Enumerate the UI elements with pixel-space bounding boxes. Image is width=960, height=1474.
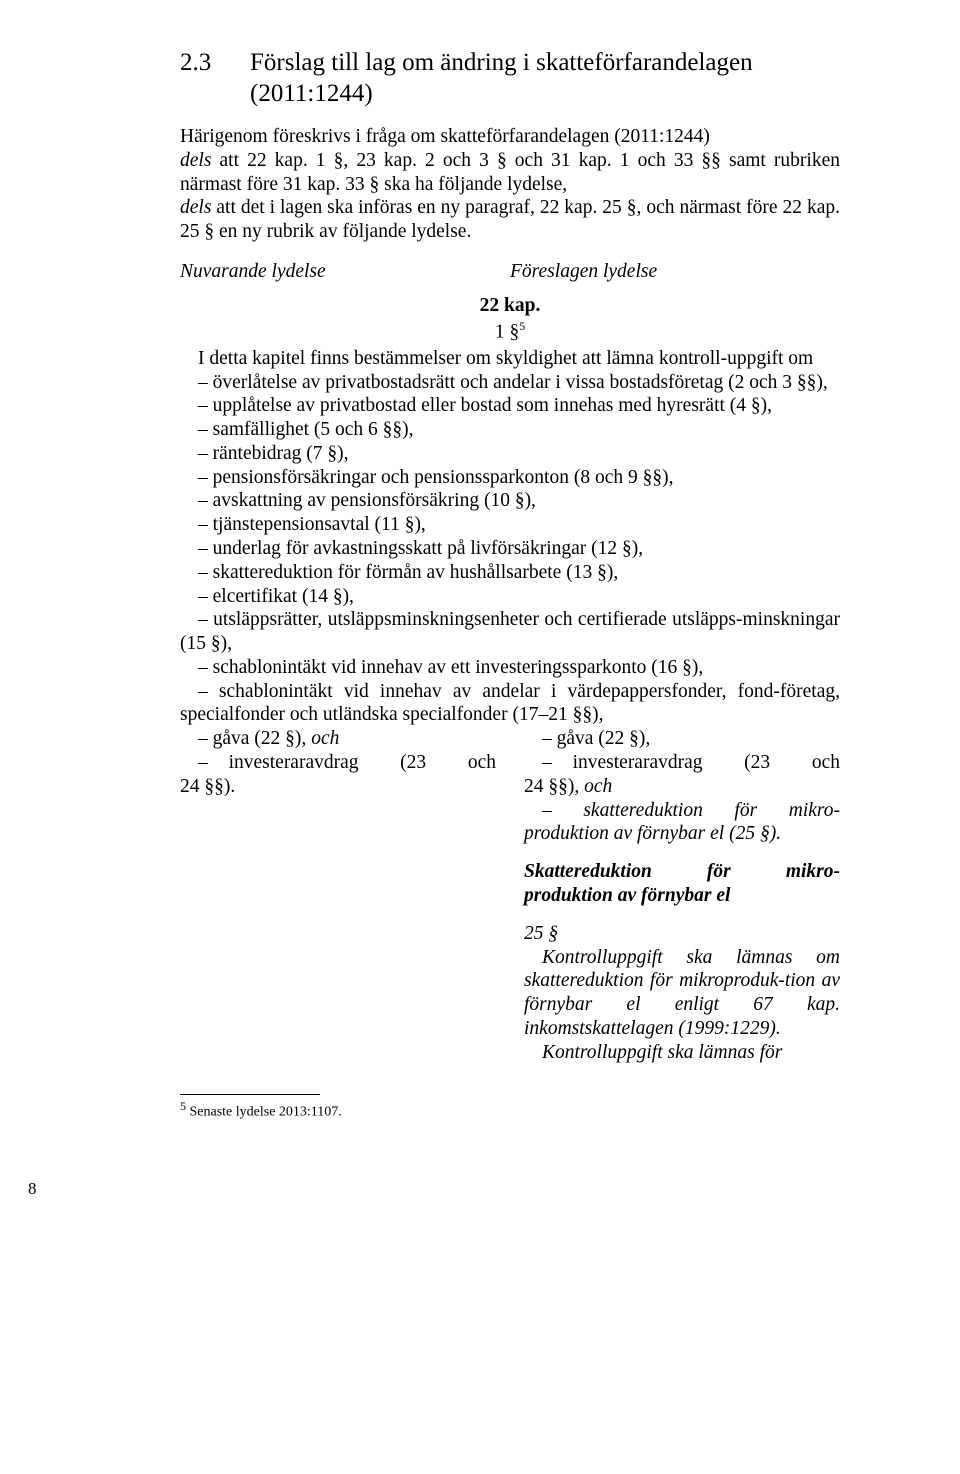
body-line: I detta kapitel finns bestämmelser om sk… [180, 347, 840, 371]
document-page: 2.3 Förslag till lag om ändring i skatte… [0, 0, 960, 1161]
right-heading: Skattereduktion för mikro- [524, 860, 840, 884]
section-title: 2.3 Förslag till lag om ändring i skatte… [180, 48, 840, 109]
paragraph-number: 1 §5 [180, 319, 840, 344]
body-line: – överlåtelse av privatbostadsrätt och a… [180, 371, 840, 395]
body-line: – schablonintäkt vid innehav av ett inve… [180, 656, 840, 680]
body-line: – avskattning av pensionsförsäkring (10 … [180, 489, 840, 513]
left-line: 24 §§). [180, 775, 496, 799]
body-line: – elcertifikat (14 §), [180, 585, 840, 609]
body-line: – pensionsförsäkringar och pensionsspark… [180, 466, 840, 490]
right-line: – gåva (22 §), [524, 727, 840, 751]
body-line: – räntebidrag (7 §), [180, 442, 840, 466]
section-name: Förslag till lag om ändring i skatteförf… [250, 48, 840, 109]
page-number: 8 [28, 1179, 960, 1199]
right-para-25: 25 § [524, 922, 840, 946]
right-heading: produktion av förnybar el [524, 884, 840, 908]
body-line: – underlag för avkastningsskatt på livfö… [180, 537, 840, 561]
column-headers: Nuvarande lydelse Föreslagen lydelse [180, 260, 840, 284]
body-line: – utsläppsrätter, utsläppsminskningsenhe… [180, 608, 840, 656]
body-line: – samfällighet (5 och 6 §§), [180, 418, 840, 442]
right-line: Kontrolluppgift ska lämnas för [524, 1041, 840, 1065]
col-left-header: Nuvarande lydelse [180, 260, 510, 284]
intro-paragraph: Härigenom föreskrivs i fråga om skattefö… [180, 125, 840, 244]
section-number: 2.3 [180, 48, 250, 109]
body-line: – tjänstepensionsavtal (11 §), [180, 513, 840, 537]
right-line: 24 §§), och [524, 775, 840, 799]
body-line: – schablonintäkt vid innehav av andelar … [180, 680, 840, 728]
body-text: I detta kapitel finns bestämmelser om sk… [180, 347, 840, 728]
left-line: – investeraravdrag (23 och [180, 751, 496, 775]
body-line: – upplåtelse av privatbostad eller bosta… [180, 394, 840, 418]
two-column-block: – gåva (22 §), och – investeraravdrag (2… [180, 727, 840, 1064]
right-line: – investeraravdrag (23 och [524, 751, 840, 775]
chapter-title: 22 kap. [180, 294, 840, 318]
left-column: – gåva (22 §), och – investeraravdrag (2… [180, 727, 496, 1064]
footnote: 5 Senaste lydelse 2013:1107. [180, 1099, 840, 1121]
right-line: Kontrolluppgift ska lämnas om skatteredu… [524, 946, 840, 1041]
footnote-separator [180, 1094, 320, 1095]
right-line: produktion av förnybar el (25 §). [524, 822, 840, 846]
left-line: – gåva (22 §), och [180, 727, 496, 751]
right-line: – skattereduktion för mikro- [524, 799, 840, 823]
right-column: – gåva (22 §), – investeraravdrag (23 oc… [524, 727, 840, 1064]
col-right-header: Föreslagen lydelse [510, 260, 840, 284]
body-line: – skattereduktion för förmån av hushålls… [180, 561, 840, 585]
